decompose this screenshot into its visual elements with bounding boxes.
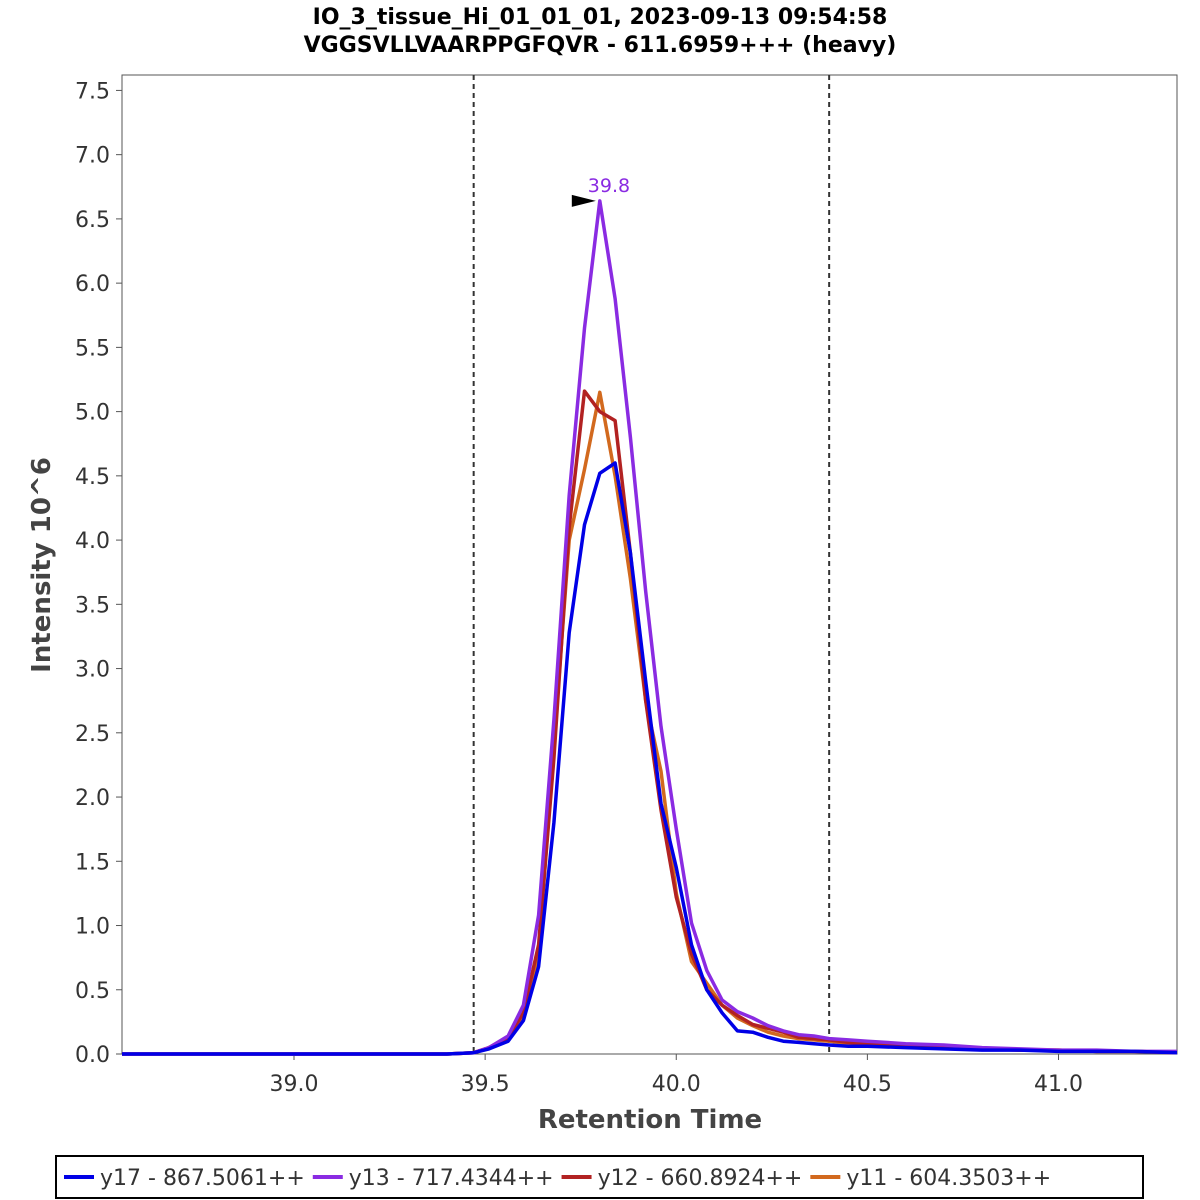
y-tick-label: 7.5 <box>75 79 110 104</box>
y-tick-label: 0.0 <box>75 1043 110 1068</box>
y-tick-label: 7.0 <box>75 144 110 169</box>
series-lines <box>122 199 1178 1056</box>
y-axis: 0.0 0.5 1.0 1.5 2.0 2.5 3.0 3.5 4.0 4.5 5.0 5.5 6.0 6… <box>75 79 122 1068</box>
y-tick-label: 0.5 <box>75 979 110 1004</box>
y-tick-label: 2.0 <box>75 786 110 811</box>
y-tick-label: 4.0 <box>75 529 110 554</box>
chart-subtitle: VGGSVLLVAARPPGFQVR - 611.6959+++ (heavy) <box>304 33 897 58</box>
x-axis: 39.0 39.5 40.0 40.5 41.0 <box>270 1054 1083 1097</box>
peak-label: 39.8 <box>588 175 630 197</box>
y-tick-label: 6.5 <box>75 208 110 233</box>
legend-label: y13 - 717.4344++ <box>349 1166 554 1191</box>
y-tick-label: 5.5 <box>75 336 110 361</box>
y-tick-label: 1.0 <box>75 915 110 940</box>
series-line-y17 <box>122 461 1178 1056</box>
legend-label: y11 - 604.3503++ <box>846 1166 1051 1191</box>
peak-annotation: 39.8 <box>571 175 630 207</box>
legend-label: y17 - 867.5061++ <box>100 1166 305 1191</box>
x-tick-label: 41.0 <box>1034 1072 1083 1097</box>
x-axis-label: Retention Time <box>538 1105 762 1135</box>
x-tick-label: 40.5 <box>843 1072 892 1097</box>
y-tick-label: 3.0 <box>75 658 110 683</box>
y-tick-label: 6.0 <box>75 272 110 297</box>
x-tick-label: 39.5 <box>461 1072 510 1097</box>
peak-arrow-icon <box>571 194 596 207</box>
x-tick-label: 39.0 <box>270 1072 319 1097</box>
y-tick-label: 3.5 <box>75 593 110 618</box>
legend-items: y17 - 867.5061++ y13 - 717.4344++ y12 - 66… <box>64 1166 1051 1191</box>
x-tick-label: 40.0 <box>652 1072 701 1097</box>
y-tick-label: 4.5 <box>75 465 110 490</box>
legend-label: y12 - 660.8924++ <box>598 1166 803 1191</box>
y-tick-label: 5.0 <box>75 401 110 426</box>
integration-boundaries <box>472 75 831 1054</box>
series-line-y13 <box>122 199 1177 1056</box>
plot-area <box>121 74 1178 1055</box>
y-tick-label: 2.5 <box>75 722 110 747</box>
y-tick-label: 1.5 <box>75 850 110 875</box>
y-axis-label: Intensity 10^6 <box>27 457 57 673</box>
chart-title: IO_3_tissue_Hi_01_01_01, 2023-09-13 09:5… <box>313 5 888 30</box>
legend <box>55 1155 1144 1199</box>
